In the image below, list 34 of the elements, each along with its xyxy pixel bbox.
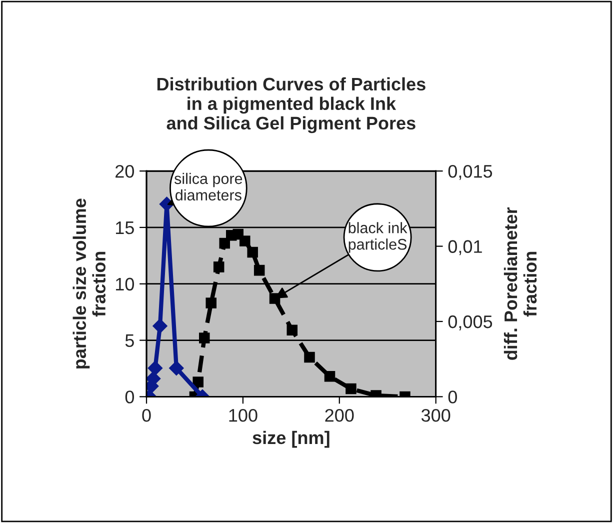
y-tick-label: 20 — [116, 164, 134, 178]
x-tick-label: 0 — [142, 408, 151, 422]
point — [324, 371, 336, 382]
point — [152, 318, 168, 334]
point — [346, 383, 356, 394]
x-tick-label: 200 — [325, 408, 354, 422]
point — [286, 324, 298, 336]
point — [304, 352, 315, 363]
annotation: black ink particleS — [348, 222, 408, 253]
point — [254, 264, 265, 276]
point — [148, 360, 163, 376]
y-axis-title: particle size volume fraction — [72, 198, 106, 368]
x-tick-label: 300 — [421, 408, 450, 422]
y-tick-label: 10 — [116, 278, 134, 291]
point — [247, 246, 258, 258]
y2-tick-label: 0 — [448, 390, 457, 404]
point — [198, 332, 210, 344]
point — [240, 236, 250, 246]
y-tick-label: 15 — [116, 222, 134, 234]
y2-tick-label: 0,005 — [448, 315, 492, 330]
y-tick-label: 0 — [125, 390, 134, 404]
y2-axis-title: diff. Porediameter fraction — [504, 207, 537, 360]
y-tick-label: 5 — [125, 334, 134, 347]
x-axis-title: size [nm] — [252, 430, 330, 448]
y2-tick-label: 0,01 — [448, 240, 482, 256]
chart-title: Distribution Curves of Particles in a pigmented black Ink and Silica Gel Pigment Pores — [157, 77, 426, 134]
point — [169, 360, 184, 376]
point — [192, 376, 204, 388]
point — [219, 238, 230, 249]
annotation: silica pore diameters — [174, 172, 242, 201]
point — [213, 262, 224, 272]
x-tick-label: 100 — [229, 408, 258, 422]
point — [206, 298, 217, 308]
y2-tick-label: 0,015 — [448, 164, 492, 180]
